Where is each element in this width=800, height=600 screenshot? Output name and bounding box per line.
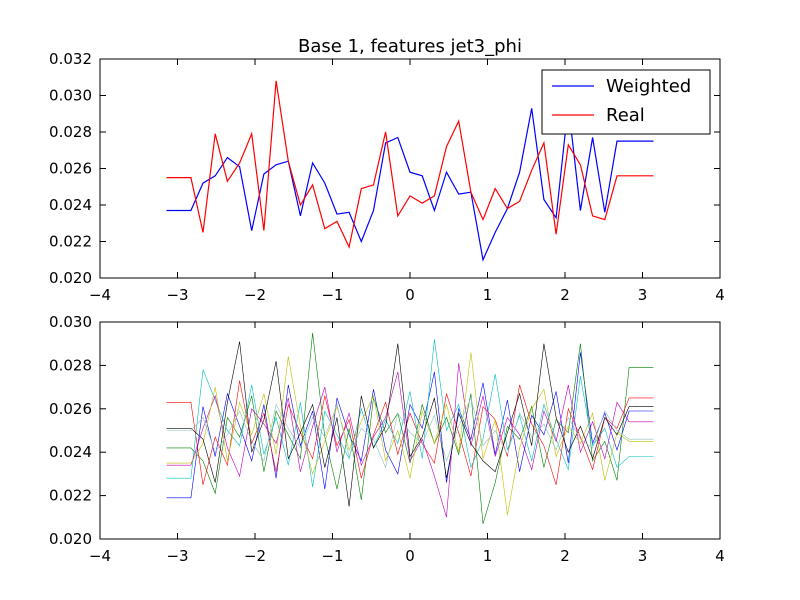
legend-label-real: Real [606,105,645,126]
bottom-xtick-label: −4 [89,547,111,565]
bottom-ytick-label: 0.030 [49,313,92,331]
chart-title: Base 1, features jet3_phi [298,36,522,57]
top-ytick-label: 0.032 [49,50,92,68]
bottom-ytick-label: 0.028 [49,356,92,374]
multi-series-chart: −4 −3 −2 −1 0 1 2 3 4 0.020 0.022 0.024 0.026 0.028 0.… [49,313,725,565]
top-xtick-label: −4 [89,286,111,304]
axes-frame-bottom [99,321,721,540]
top-ytick-label: 0.020 [49,269,92,287]
legend-label-weighted: Weighted [606,76,691,97]
bottom-xtick-label: 3 [638,547,648,565]
top-series-line-weighted [166,104,654,262]
top-ytick-label: 0.030 [49,87,92,105]
top-xtick-label: 1 [483,286,493,304]
bottom-series-line-8 [166,396,654,469]
bottom-xtick-label: −2 [244,547,266,565]
bottom-xtick-label: 1 [483,547,493,565]
top-ytick-label: 0.024 [49,196,92,214]
bottom-xtick-label: 0 [405,547,415,565]
top-xtick-label: 0 [405,286,415,304]
top-xtick-label: −3 [166,286,188,304]
bottom-ytick-label: 0.026 [49,400,92,418]
bottom-xtick-label: −3 [166,547,188,565]
top-ytick-label: 0.026 [49,160,92,178]
top-ytick-label: 0.028 [49,123,92,141]
weighted-vs-real-chart: Base 1, features jet3_phi −4 −3 −2 −1 0 1 2 3 4 0… [49,36,725,304]
bottom-ytick-label: 0.020 [49,530,92,548]
top-series-line-real [166,80,654,249]
top-xtick-label: −1 [321,286,343,304]
bottom-xtick-label: −1 [321,547,343,565]
top-ytick-label: 0.022 [49,233,92,251]
bottom-ytick-label: 0.022 [49,487,92,505]
top-xtick-label: 2 [560,286,570,304]
bottom-ytick-label: 0.024 [49,443,92,461]
top-xtick-label: 4 [715,286,725,304]
bottom-xtick-label: 2 [560,547,570,565]
bottom-series-line-1 [166,352,654,499]
bottom-series-line-2 [166,332,654,524]
top-xtick-label: 3 [638,286,648,304]
bottom-xtick-label: 4 [715,547,725,565]
legend-box [541,69,711,135]
bottom-series-line-4 [166,339,654,487]
bottom-series-line-3 [166,380,654,485]
legend: Weighted Real [541,69,711,135]
axes-frame-top [99,58,721,279]
bottom-series-line-6 [166,352,654,516]
bottom-series-line-7 [166,341,654,507]
top-xtick-label: −2 [244,286,266,304]
